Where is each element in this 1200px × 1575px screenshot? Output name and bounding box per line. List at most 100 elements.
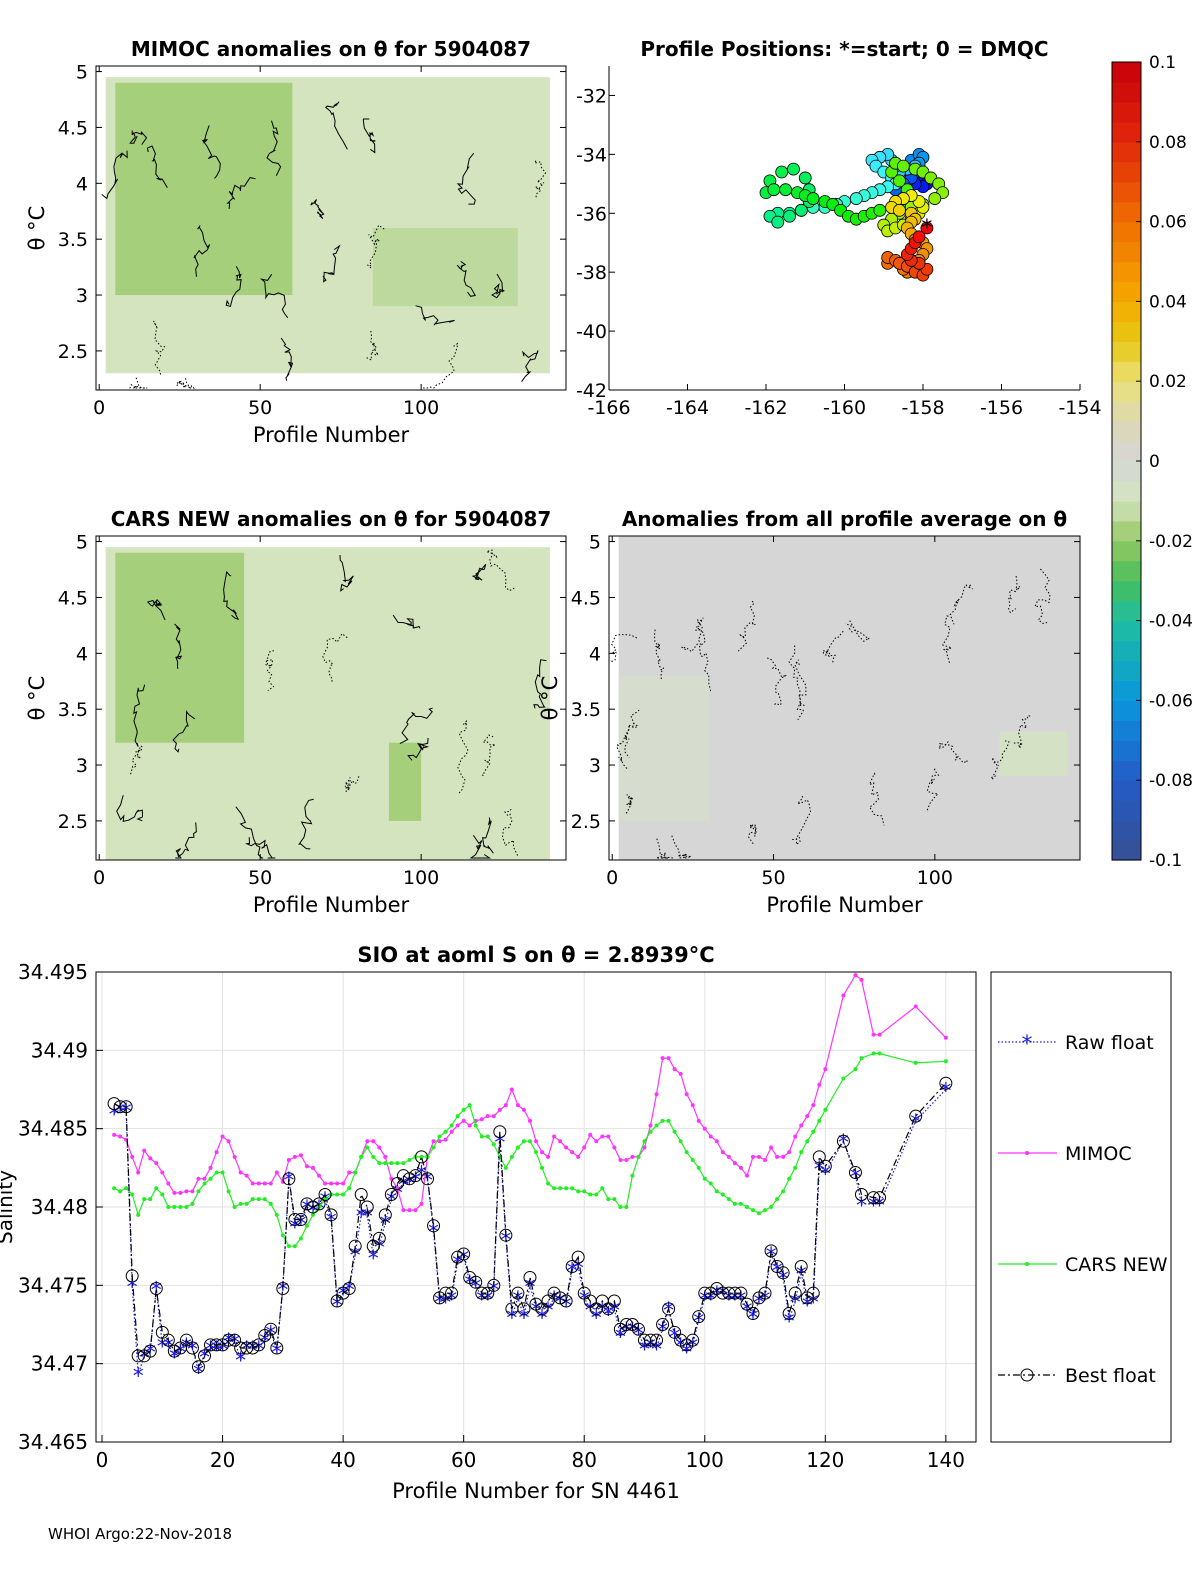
best-float-marker [740, 1297, 754, 1311]
mimoc-marker [431, 1139, 436, 1144]
mimoc-marker [455, 1123, 460, 1128]
cars-marker [256, 1197, 261, 1202]
mimoc-contour-line [415, 305, 455, 326]
cars-anomaly-region [388, 742, 422, 821]
mimoc-marker [262, 1181, 267, 1186]
best-float-marker [511, 1286, 525, 1300]
best-float-marker [378, 1208, 392, 1222]
best-float-marker [384, 1187, 398, 1201]
cars-contour-line [484, 549, 515, 592]
best-float-marker [806, 1286, 820, 1300]
cars-marker [196, 1189, 201, 1194]
colorbar-tick-label: -0.02 [1149, 532, 1193, 552]
best-float-marker [342, 1281, 356, 1295]
series-line-best-float [113, 1082, 947, 1369]
cars-marker [775, 1197, 780, 1202]
raw-float-marker: * [760, 1288, 771, 1313]
cars-marker [232, 1205, 237, 1209]
allavg-xtick-label: 0 [606, 867, 618, 889]
cars-marker [564, 1186, 569, 1191]
position-point [893, 174, 906, 188]
colorbar-segment [1112, 421, 1141, 442]
best-float-marker [909, 1109, 923, 1123]
allavg-contour-line [845, 620, 870, 642]
best-float-marker [764, 1244, 778, 1258]
raw-float-marker: * [109, 1103, 120, 1128]
cars-marker [226, 1189, 231, 1194]
colorbar-segment [1112, 201, 1141, 223]
best-float-marker [698, 1286, 712, 1300]
cars-ytick-label: 4 [76, 643, 88, 665]
mimoc-marker [347, 1170, 352, 1175]
mimoc-marker [491, 1114, 496, 1119]
best-float-marker [348, 1239, 362, 1253]
position-point [928, 192, 942, 205]
best-float-marker [149, 1281, 163, 1295]
best-float-marker [854, 1187, 868, 1201]
cars-marker [877, 1051, 882, 1056]
salinity-ylabel: Salinity [0, 1170, 17, 1244]
colorbar-segment [1112, 321, 1141, 342]
cars-anomaly-region [115, 552, 245, 743]
mimoc-marker [407, 1208, 412, 1213]
best-float-marker [408, 1169, 422, 1183]
position-point [767, 183, 781, 197]
mimoc-contour-line [146, 145, 168, 189]
best-float-marker [758, 1286, 772, 1300]
best-float-marker [469, 1275, 483, 1289]
mimoc-marker [769, 1145, 774, 1150]
mimoc-marker [190, 1189, 195, 1194]
cars-marker [552, 1186, 557, 1191]
cars-marker [612, 1197, 617, 1202]
best-float-marker [650, 1333, 664, 1347]
positions-ytick-label: -32 [576, 85, 607, 107]
mimoc-marker [744, 1173, 749, 1178]
colorbar-segment [1112, 800, 1141, 821]
colorbar-tick-label: -0.06 [1149, 691, 1193, 711]
cars-marker [148, 1197, 153, 1202]
position-point [775, 165, 789, 179]
cars-contour-line [482, 817, 494, 854]
colorbar-segment [1112, 241, 1141, 263]
cars-marker [118, 1189, 123, 1194]
cars-contour-line [129, 744, 143, 777]
mimoc-marker [738, 1165, 743, 1170]
raw-float-marker: * [910, 1111, 921, 1136]
mimoc-contour-line [365, 330, 379, 361]
mimoc-marker [335, 1181, 340, 1186]
cars-marker [805, 1139, 810, 1144]
best-float-marker [143, 1344, 157, 1358]
raw-float-marker: * [338, 1283, 349, 1308]
mimoc-marker [256, 1181, 261, 1186]
raw-float-marker: * [374, 1236, 385, 1261]
cars-marker [726, 1197, 731, 1202]
mimoc-marker [913, 1004, 918, 1009]
mimoc-marker [112, 1132, 117, 1137]
mimoc-marker [202, 1176, 207, 1181]
raw-float-marker: * [814, 1158, 825, 1183]
mimoc-contour-line [362, 118, 376, 154]
cars-marker [124, 1186, 129, 1191]
best-float-marker [161, 1333, 175, 1347]
raw-float-marker: * [398, 1174, 409, 1199]
colorbar-tick-label: -0.04 [1149, 612, 1193, 632]
cars-marker [546, 1181, 551, 1186]
cars-marker [769, 1205, 774, 1209]
mimoc-marker [485, 1114, 490, 1119]
best-float-marker [445, 1286, 459, 1300]
cars-marker [202, 1181, 207, 1186]
salinity-xtick-label: 20 [210, 1448, 235, 1472]
allavg-contour-line [695, 625, 712, 693]
allavg-ytick-label: 3 [589, 755, 601, 777]
allavg-xtick-label: 50 [761, 867, 785, 889]
mimoc-marker [570, 1150, 575, 1155]
mimoc-marker [341, 1181, 346, 1186]
colorbar-tick-label: 0.1 [1149, 53, 1176, 73]
colorbar-segment [1112, 640, 1141, 662]
mimoc-marker [365, 1139, 370, 1144]
mimoc-marker [166, 1181, 171, 1186]
cars-marker [588, 1192, 593, 1197]
colorbar-segment [1112, 560, 1141, 582]
mimoc-marker [757, 1154, 762, 1159]
legend-marker: * [1022, 1032, 1033, 1057]
